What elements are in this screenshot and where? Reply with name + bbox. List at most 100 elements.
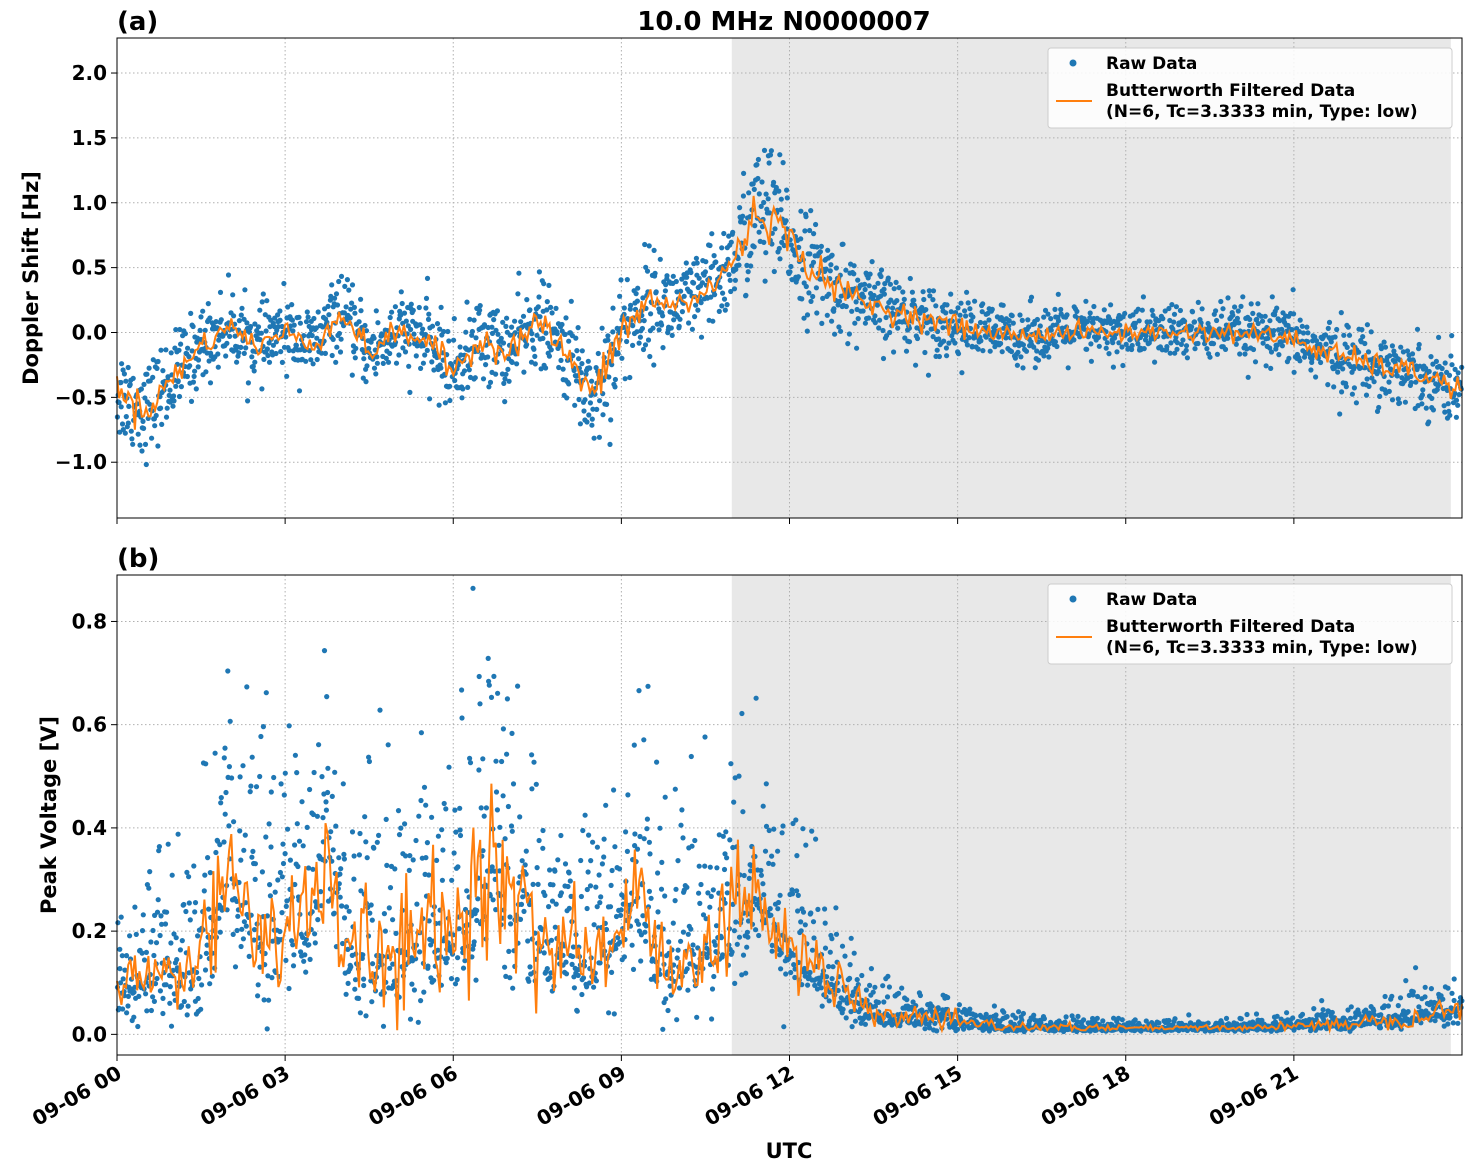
- raw-data-point: [352, 355, 358, 361]
- raw-data-point: [148, 939, 154, 945]
- raw-data-point: [697, 900, 703, 907]
- raw-data-point: [429, 359, 435, 365]
- raw-data-point: [1376, 404, 1382, 411]
- raw-data-point: [875, 999, 882, 1006]
- raw-data-point: [605, 337, 611, 343]
- raw-data-point: [644, 826, 650, 832]
- raw-data-point: [191, 373, 197, 379]
- raw-data-point: [465, 384, 471, 390]
- raw-data-point: [480, 848, 486, 854]
- raw-data-point: [694, 1014, 700, 1020]
- raw-data-point: [1340, 366, 1346, 372]
- raw-data-point: [707, 904, 713, 910]
- raw-data-point: [576, 356, 582, 362]
- raw-data-point: [427, 396, 433, 402]
- raw-data-point: [1016, 1009, 1022, 1015]
- raw-data-point: [720, 833, 726, 839]
- raw-data-point: [1087, 310, 1093, 316]
- raw-data-point: [789, 277, 795, 283]
- raw-data-point: [456, 926, 462, 932]
- raw-data-point: [656, 924, 662, 930]
- panel-b-legend-raw-label: Raw Data: [1106, 590, 1197, 610]
- raw-data-point: [686, 320, 692, 326]
- raw-data-point: [745, 934, 751, 940]
- raw-data-point: [761, 199, 767, 206]
- raw-data-point: [337, 894, 343, 900]
- raw-data-point: [641, 836, 647, 842]
- raw-data-point: [982, 320, 988, 326]
- raw-data-point: [726, 272, 732, 278]
- raw-data-point: [223, 789, 229, 796]
- raw-data-point: [358, 296, 364, 302]
- raw-data-point: [768, 912, 774, 918]
- raw-data-point: [485, 655, 491, 662]
- raw-data-point: [1274, 305, 1280, 311]
- raw-data-point: [1389, 993, 1395, 999]
- raw-data-point: [275, 324, 281, 330]
- raw-data-point: [850, 989, 857, 995]
- raw-data-point: [501, 380, 507, 386]
- raw-data-point: [814, 244, 820, 250]
- raw-data-point: [724, 302, 730, 308]
- raw-data-point: [1086, 331, 1092, 337]
- raw-data-point: [1173, 304, 1179, 310]
- panel-b-y-axis-label: Peak Voltage [V]: [37, 716, 61, 914]
- raw-data-point: [1168, 340, 1174, 346]
- raw-data-point: [493, 758, 499, 764]
- raw-data-point: [727, 277, 733, 283]
- raw-data-point: [1413, 965, 1419, 971]
- raw-data-point: [1419, 392, 1425, 398]
- raw-data-point: [278, 349, 284, 355]
- raw-data-point: [1416, 346, 1422, 352]
- raw-data-point: [500, 319, 506, 325]
- raw-data-point: [1326, 319, 1333, 325]
- raw-data-point: [390, 917, 396, 923]
- raw-data-point: [694, 260, 700, 266]
- raw-data-point: [265, 352, 271, 359]
- raw-data-point: [730, 901, 736, 908]
- raw-data-point: [847, 975, 853, 982]
- raw-data-point: [1400, 349, 1406, 355]
- raw-data-point: [329, 282, 335, 288]
- raw-data-point: [1300, 330, 1307, 336]
- raw-data-point: [168, 350, 174, 356]
- raw-data-point: [878, 293, 884, 299]
- raw-data-point: [934, 347, 940, 353]
- raw-data-point: [648, 311, 654, 317]
- raw-data-point: [1271, 328, 1277, 334]
- raw-data-point: [760, 881, 766, 887]
- raw-data-point: [1259, 318, 1266, 324]
- raw-data-point: [1020, 1010, 1026, 1017]
- raw-data-point: [187, 917, 193, 923]
- raw-data-point: [748, 250, 754, 256]
- raw-data-point: [345, 980, 351, 987]
- raw-data-point: [549, 898, 556, 904]
- raw-data-point: [777, 256, 783, 262]
- raw-data-point: [1232, 304, 1238, 310]
- raw-data-point: [275, 312, 281, 318]
- raw-data-point: [847, 962, 853, 968]
- raw-data-point: [1291, 311, 1297, 317]
- raw-data-point: [125, 364, 131, 371]
- raw-data-point: [303, 358, 309, 364]
- raw-data-point: [309, 332, 315, 339]
- raw-data-point: [520, 894, 526, 900]
- raw-data-point: [225, 668, 231, 674]
- raw-data-point: [1140, 294, 1146, 300]
- raw-data-point: [811, 935, 817, 941]
- raw-data-point: [197, 327, 203, 333]
- raw-data-point: [724, 855, 730, 861]
- raw-data-point: [395, 808, 402, 814]
- raw-data-point: [222, 811, 228, 817]
- raw-data-point: [407, 389, 413, 395]
- raw-data-point: [702, 734, 708, 740]
- raw-data-point: [151, 998, 157, 1005]
- raw-data-point: [453, 829, 459, 835]
- raw-data-point: [664, 273, 670, 279]
- raw-data-point: [594, 844, 601, 850]
- raw-data-point: [251, 937, 257, 943]
- raw-data-point: [264, 346, 270, 352]
- raw-data-point: [1110, 325, 1116, 331]
- raw-data-point: [249, 754, 255, 760]
- raw-data-point: [480, 756, 486, 762]
